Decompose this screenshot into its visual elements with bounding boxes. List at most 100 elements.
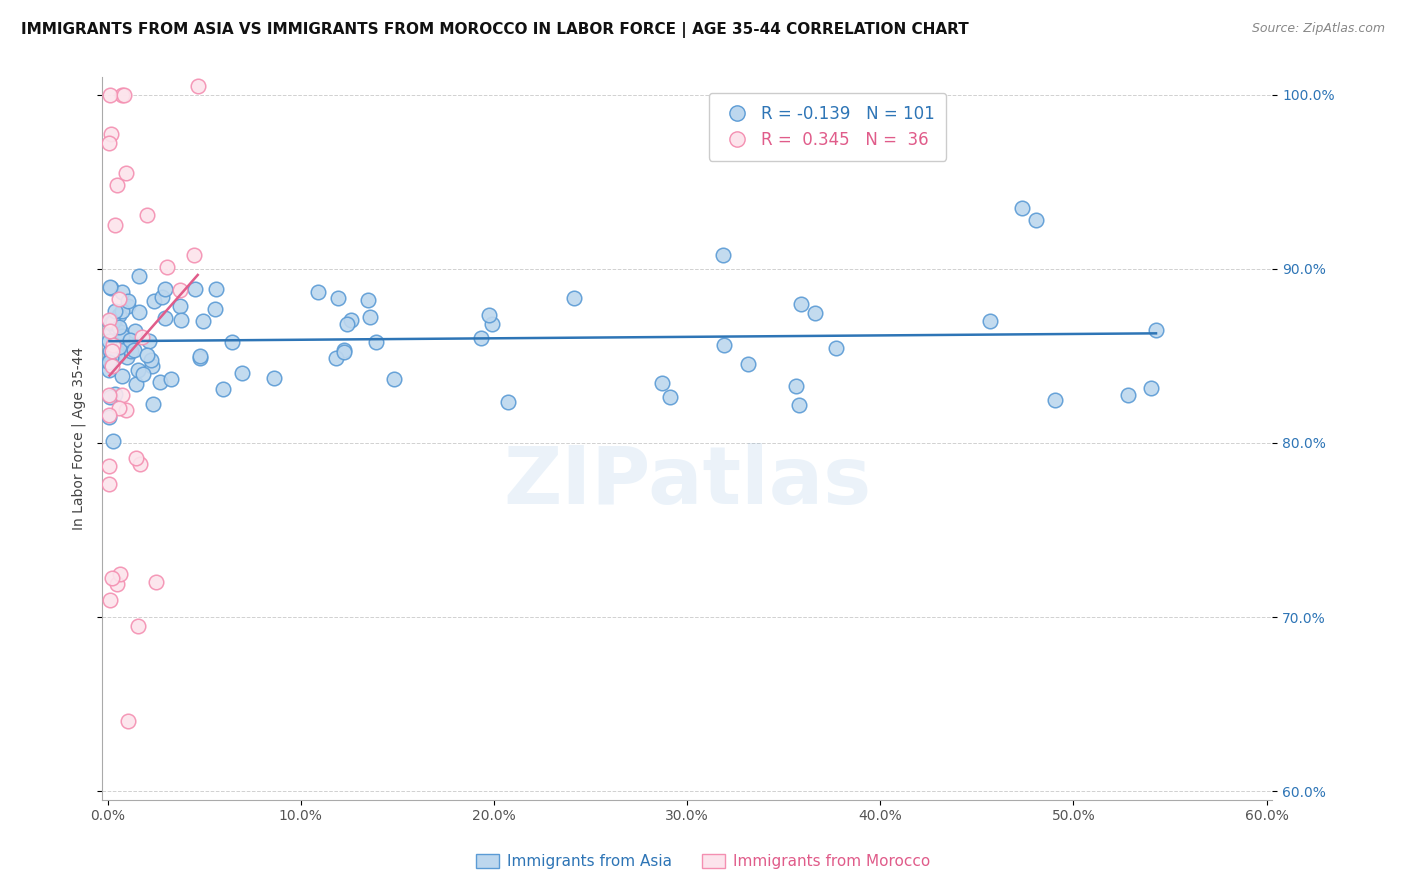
Legend: R = -0.139   N = 101, R =  0.345   N =  36: R = -0.139 N = 101, R = 0.345 N = 36 — [709, 93, 946, 161]
Point — [141, 359, 163, 373]
Point — [100, 326, 122, 341]
Point — [205, 282, 228, 296]
Point — [128, 268, 150, 283]
Point — [136, 208, 159, 222]
Point — [790, 296, 813, 310]
Point — [105, 577, 128, 591]
Point — [98, 477, 121, 491]
Point — [111, 285, 134, 299]
Point — [101, 434, 124, 448]
Point — [110, 325, 132, 339]
Point — [263, 371, 285, 385]
Point — [112, 87, 135, 102]
Point — [104, 387, 127, 401]
Point — [333, 343, 356, 358]
Point — [103, 320, 125, 334]
Point — [136, 349, 159, 363]
Point — [212, 382, 235, 396]
Point — [307, 285, 329, 300]
Point — [115, 402, 138, 417]
Point — [117, 293, 139, 308]
Point — [188, 349, 211, 363]
Point — [127, 363, 149, 377]
Point — [107, 178, 129, 193]
Point — [787, 398, 810, 412]
Point — [104, 303, 127, 318]
Point — [111, 388, 134, 402]
Point — [118, 333, 141, 347]
Point — [100, 571, 122, 585]
Point — [111, 342, 134, 356]
Point — [122, 343, 145, 358]
Point — [143, 294, 166, 309]
Point — [98, 313, 121, 327]
Point — [204, 301, 226, 316]
Point — [139, 352, 162, 367]
Point — [100, 321, 122, 335]
Legend: Immigrants from Asia, Immigrants from Morocco: Immigrants from Asia, Immigrants from Mo… — [470, 848, 936, 875]
Point — [191, 314, 214, 328]
Point — [110, 333, 132, 347]
Point — [824, 341, 846, 355]
Point — [382, 372, 405, 386]
Point — [115, 166, 138, 180]
Point — [98, 408, 121, 422]
Text: Source: ZipAtlas.com: Source: ZipAtlas.com — [1251, 22, 1385, 36]
Point — [221, 334, 243, 349]
Point — [481, 317, 503, 331]
Point — [332, 345, 354, 359]
Point — [111, 369, 134, 384]
Point — [98, 334, 121, 348]
Point — [124, 324, 146, 338]
Point — [156, 260, 179, 274]
Point — [103, 338, 125, 352]
Point — [98, 355, 121, 369]
Point — [128, 305, 150, 319]
Point — [145, 575, 167, 590]
Point — [107, 401, 129, 415]
Point — [98, 409, 121, 424]
Point — [100, 280, 122, 294]
Point — [131, 367, 153, 381]
Point — [111, 304, 134, 318]
Point — [150, 290, 173, 304]
Point — [325, 351, 347, 365]
Point — [804, 306, 827, 320]
Point — [110, 329, 132, 343]
Point — [125, 451, 148, 466]
Point — [98, 136, 121, 150]
Point — [357, 293, 380, 307]
Point — [98, 390, 121, 404]
Point — [188, 351, 211, 365]
Point — [105, 348, 128, 362]
Point — [101, 315, 124, 329]
Point — [98, 344, 121, 359]
Point — [713, 337, 735, 351]
Y-axis label: In Labor Force | Age 35-44: In Labor Force | Age 35-44 — [72, 347, 86, 530]
Point — [100, 281, 122, 295]
Point — [1011, 201, 1033, 215]
Point — [169, 283, 191, 297]
Point — [366, 334, 388, 349]
Point — [100, 127, 122, 141]
Point — [100, 350, 122, 364]
Point — [131, 330, 153, 344]
Point — [478, 308, 501, 322]
Point — [336, 318, 359, 332]
Point — [564, 292, 586, 306]
Point — [1025, 213, 1047, 227]
Point — [169, 313, 191, 327]
Point — [979, 313, 1001, 327]
Point — [125, 377, 148, 392]
Point — [98, 592, 121, 607]
Point — [1043, 393, 1066, 408]
Point — [153, 282, 176, 296]
Point — [98, 314, 121, 328]
Point — [149, 375, 172, 389]
Point — [1140, 381, 1163, 395]
Point — [101, 343, 124, 358]
Point — [169, 299, 191, 313]
Point — [107, 339, 129, 353]
Point — [326, 291, 349, 305]
Point — [231, 366, 253, 380]
